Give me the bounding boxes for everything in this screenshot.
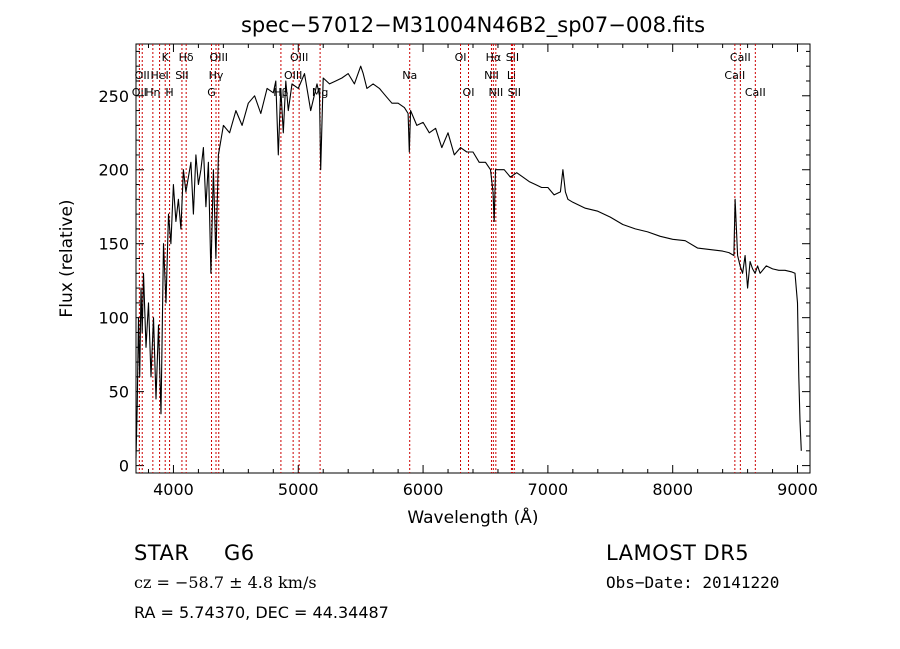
obs-date: Obs−Date: 20141220 [606,573,780,592]
survey-label: LAMOST DR5 [606,541,750,565]
x-axis-label: Wavelength (Å) [407,506,538,528]
line-marker-label: OIII [284,69,302,82]
line-marker-label: Hγ [209,69,224,82]
y-tick-label: 0 [119,457,129,476]
x-tick-label: 6000 [403,480,444,499]
chart-title: spec−57012−M31004N46B2_sp07−008.fits [241,13,705,38]
line-marker-label: OIII [210,51,228,64]
line-marker-label: Li [507,69,516,82]
line-marker-label: CaII [730,51,751,64]
line-marker-label: Hη [145,86,160,99]
x-tick-label: 9000 [777,480,818,499]
line-marker-label: NII [484,69,499,82]
y-tick-label: 100 [98,309,129,328]
subclass-label: G6 [224,541,255,565]
line-marker-label: OI [463,86,475,99]
line-marker-label: SII [508,86,521,99]
class-label: STAR [134,541,190,565]
line-marker-label: G [207,86,216,99]
line-marker-label: Hα [486,51,502,64]
line-marker-label: HeI [150,69,168,82]
x-tick-label: 4000 [153,480,194,499]
y-tick-label: 150 [98,235,129,254]
line-marker-label: Na [402,69,417,82]
x-tick-label: 5000 [278,480,319,499]
line-marker-label: NII [488,86,503,99]
cz-text: cz = −58.7 ± 4.8 km/s [134,573,317,592]
line-marker-label: OII [132,86,147,99]
spectrum-line [135,65,802,459]
line-marker-label: CaII [745,86,766,99]
line-marker-label: OII [135,69,150,82]
y-tick-label: 200 [98,161,129,180]
y-tick-label: 50 [109,383,129,402]
y-axis-label: Flux (relative) [57,199,77,317]
line-marker-label: K [162,51,170,64]
y-tick-label: 250 [98,87,129,106]
line-marker-label: SII [506,51,519,64]
x-tick-label: 8000 [652,480,693,499]
coordinates-text: RA = 5.74370, DEC = 44.34487 [134,603,389,622]
plot-frame [135,43,811,474]
x-tick-label: 7000 [528,480,569,499]
line-marker-label: OIII [290,51,308,64]
line-marker-label: CaII [724,69,745,82]
line-marker-label: Hδ [179,51,194,64]
line-marker-label: H [165,86,173,99]
line-marker-label: OI [455,51,467,64]
line-marker-label: SII [175,69,188,82]
